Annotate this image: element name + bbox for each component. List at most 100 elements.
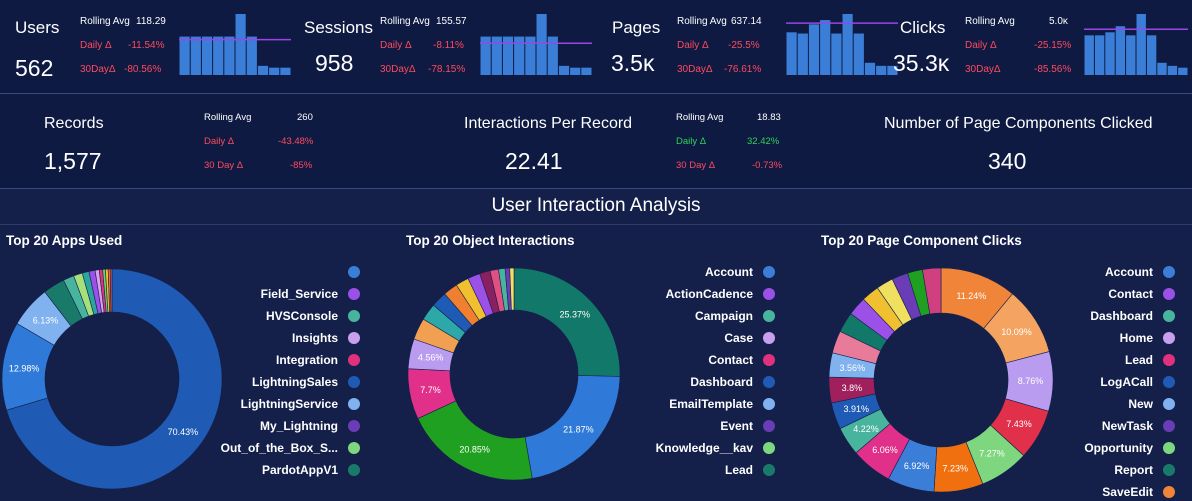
legend-item[interactable]: New	[975, 396, 1175, 418]
legend-item[interactable]: HVSConsole	[160, 308, 360, 330]
legend-item[interactable]: Opportunity	[975, 440, 1175, 462]
legend-item[interactable]: Contact	[975, 286, 1175, 308]
kpi-pages[interactable]: Pages 3.5ĸ Rolling Avg 637.14 Daily Δ -2…	[600, 0, 898, 93]
daily-delta-value: 32.42%	[747, 136, 780, 147]
daily-delta-value: -43.48%	[278, 136, 314, 147]
legend-item[interactable]: Integration	[160, 352, 360, 374]
daily-delta-label: Daily Δ	[677, 40, 709, 51]
donut-slice[interactable]	[887, 438, 938, 493]
donut-slice[interactable]	[839, 408, 891, 454]
legend-item[interactable]: Event	[575, 418, 775, 440]
donut-slice[interactable]	[81, 271, 99, 315]
donut-slice[interactable]	[467, 273, 494, 317]
kpi-name: Clicks	[900, 18, 946, 37]
legend-dot-icon	[348, 287, 360, 300]
donut-slice[interactable]	[863, 287, 904, 333]
donut-slice[interactable]	[417, 400, 533, 481]
legend-dot-icon	[348, 375, 360, 388]
donut-slice[interactable]	[94, 269, 105, 314]
legend-item[interactable]: PardotAppV1	[160, 462, 360, 484]
legend-item[interactable]: LightningService	[160, 396, 360, 418]
donut-slice[interactable]	[44, 279, 83, 327]
legend-dot-icon	[763, 441, 775, 454]
donut-slice[interactable]	[102, 268, 109, 313]
donut-slice[interactable]	[828, 376, 876, 404]
legend-item[interactable]: My_Lightning	[160, 418, 360, 440]
donut-slice[interactable]	[63, 275, 90, 320]
rolling-avg-label: Rolling Avg	[380, 16, 430, 27]
donut-slice[interactable]	[828, 352, 877, 379]
donut-slice[interactable]	[413, 318, 460, 354]
legend-item[interactable]: ActionCadence	[575, 286, 775, 308]
donut-slice[interactable]	[479, 270, 500, 314]
spark-bar	[570, 67, 581, 75]
kpi-clicks[interactable]: Clicks 35.3ĸ Rolling Avg 5.0ĸ Daily Δ -2…	[893, 0, 1192, 93]
kpi-sessions[interactable]: Sessions 958 Rolling Avg 155.57 Daily Δ …	[300, 0, 600, 93]
legend-item[interactable]: Case	[575, 330, 775, 352]
legend-item[interactable]: Report	[975, 462, 1175, 484]
legend-item[interactable]: Campaign	[575, 308, 775, 330]
donut-slice[interactable]	[876, 278, 913, 326]
legend-components: Account Contact Dashboard Home Lead LogACall N…	[975, 264, 1175, 501]
donut-slice[interactable]	[855, 423, 910, 480]
donut-slice[interactable]	[433, 293, 473, 333]
daily-delta-label: Daily Δ	[80, 40, 112, 51]
donut-slice[interactable]	[73, 272, 95, 317]
spark-bar	[235, 14, 246, 75]
legend-item[interactable]	[160, 264, 360, 286]
donut-slice[interactable]	[88, 269, 103, 314]
legend-item[interactable]: LightningSales	[160, 374, 360, 396]
donut-slice[interactable]	[105, 268, 110, 313]
legend-item[interactable]: SaveEdit	[975, 484, 1175, 501]
spark-bar	[558, 65, 570, 75]
donut-slice[interactable]	[489, 268, 505, 313]
donut-slice[interactable]	[422, 304, 466, 342]
donut-slice[interactable]	[498, 268, 509, 312]
kpi-users[interactable]: Users 562 Rolling Avg 118.29 Daily Δ -11…	[0, 0, 300, 93]
donut-slice[interactable]	[98, 269, 107, 313]
legend-label: Event	[720, 418, 753, 433]
legend-item[interactable]: Home	[975, 330, 1175, 352]
donut-slice[interactable]	[109, 268, 113, 313]
legend-dot-icon	[1163, 397, 1175, 410]
spark-bar	[1178, 67, 1188, 75]
legend-label: Report	[1114, 462, 1153, 477]
donut-slice[interactable]	[455, 278, 487, 321]
donut-slice[interactable]	[891, 272, 922, 321]
legend-item[interactable]: Dashboard	[975, 308, 1175, 330]
legend-item[interactable]: Insights	[160, 330, 360, 352]
legend-label: LightningSales	[251, 374, 338, 389]
legend-item[interactable]: Knowledge__kav	[575, 440, 775, 462]
donut-slice[interactable]	[504, 267, 512, 311]
legend-item[interactable]: Field_Service	[160, 286, 360, 308]
donut-slice[interactable]	[107, 268, 112, 313]
legend-item[interactable]: EmailTemplate	[575, 396, 775, 418]
legend-item[interactable]: Lead	[575, 462, 775, 484]
legend-item[interactable]: Account	[575, 264, 775, 286]
donut-slice[interactable]	[922, 267, 942, 315]
donut-slice[interactable]	[444, 284, 480, 326]
donut-slice[interactable]	[1, 323, 55, 411]
legend-item[interactable]: LogACall	[975, 374, 1175, 396]
donut-slice[interactable]	[407, 368, 457, 419]
legend-item[interactable]: Dashboard	[575, 374, 775, 396]
donut-slice[interactable]	[839, 313, 888, 352]
donut-slice[interactable]	[407, 338, 454, 372]
legend-dot-icon	[763, 353, 775, 366]
donut-slice[interactable]	[16, 291, 72, 346]
donut-slice[interactable]	[850, 298, 896, 341]
legend-dot-icon	[348, 419, 360, 432]
donut-slice[interactable]	[832, 330, 882, 365]
legend-item[interactable]: Account	[975, 264, 1175, 286]
rolling-avg-value: 155.57	[436, 16, 467, 27]
donut-slice[interactable]	[509, 267, 515, 311]
spark-bar	[536, 14, 547, 75]
spark-bar	[201, 36, 213, 75]
donut-slice[interactable]	[831, 393, 882, 429]
legend-item[interactable]: Out_of_the_Box_S...	[160, 440, 360, 462]
donut-slice[interactable]	[907, 269, 931, 317]
legend-item[interactable]: Contact	[575, 352, 775, 374]
legend-item[interactable]: NewTask	[975, 418, 1175, 440]
legend-item[interactable]: Lead	[975, 352, 1175, 374]
spark-bar	[190, 36, 201, 75]
